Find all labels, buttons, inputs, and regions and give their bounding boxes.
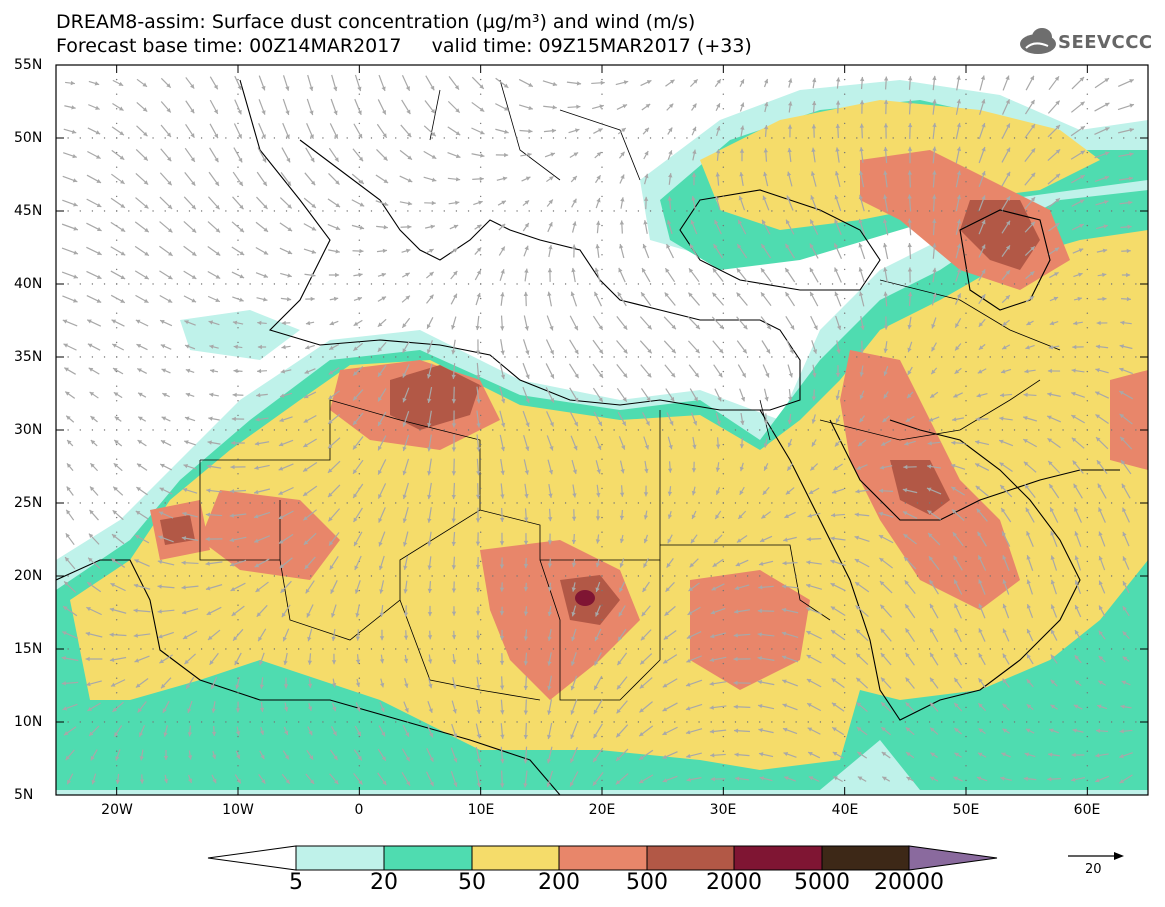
colorbar-label-20: 20	[370, 870, 398, 895]
lat-label-40n: 40N	[14, 276, 43, 292]
lat-label-5n: 5N	[14, 787, 34, 803]
colorbar-label-500: 500	[626, 870, 668, 895]
reference-vector-label: 20	[1085, 862, 1102, 877]
seevccc-logo	[1020, 28, 1056, 54]
chart-title-line2: Forecast base time: 00Z14MAR2017 valid t…	[56, 35, 752, 57]
colorbar-label-200: 200	[538, 870, 580, 895]
lat-label-30n: 30N	[14, 422, 43, 438]
lat-label-25n: 25N	[14, 495, 43, 511]
lon-label-30e: 30E	[709, 802, 737, 818]
lon-label-20e: 20E	[588, 802, 616, 818]
lon-label-50e: 50E	[952, 802, 980, 818]
lat-label-20n: 20N	[14, 568, 43, 584]
cloud-icon	[1020, 28, 1056, 54]
dust-field-500-2000	[160, 200, 1040, 625]
lat-label-15n: 15N	[14, 641, 43, 657]
colorbar-label-5: 5	[289, 870, 303, 895]
dust-field-2000-5000	[575, 590, 595, 606]
lat-label-50n: 50N	[14, 130, 43, 146]
lat-label-55n: 55N	[14, 57, 43, 73]
lat-label-45n: 45N	[14, 203, 43, 219]
lat-label-10n: 10N	[14, 714, 43, 730]
colorbar-label-2000: 2000	[706, 870, 762, 895]
lat-label-35n: 35N	[14, 349, 43, 365]
lon-label-20w: 20W	[101, 802, 133, 818]
lon-label-60e: 60E	[1073, 802, 1101, 818]
axis-ticks	[56, 64, 1148, 796]
lon-label-10w: 10W	[222, 802, 254, 818]
lon-label-0: 0	[354, 802, 364, 818]
chart-title-line1: DREAM8-assim: Surface dust concentration…	[56, 11, 696, 33]
lon-label-10e: 10E	[467, 802, 495, 818]
wind-vectors	[61, 74, 1135, 788]
lon-label-40e: 40E	[831, 802, 859, 818]
logo-text: SEEVCCC	[1058, 32, 1153, 53]
colorbar-label-5000: 5000	[794, 870, 850, 895]
colorbar-label-50: 50	[458, 870, 486, 895]
lat-lon-grid	[56, 65, 1148, 795]
colorbar-label-20000: 20000	[874, 870, 944, 895]
